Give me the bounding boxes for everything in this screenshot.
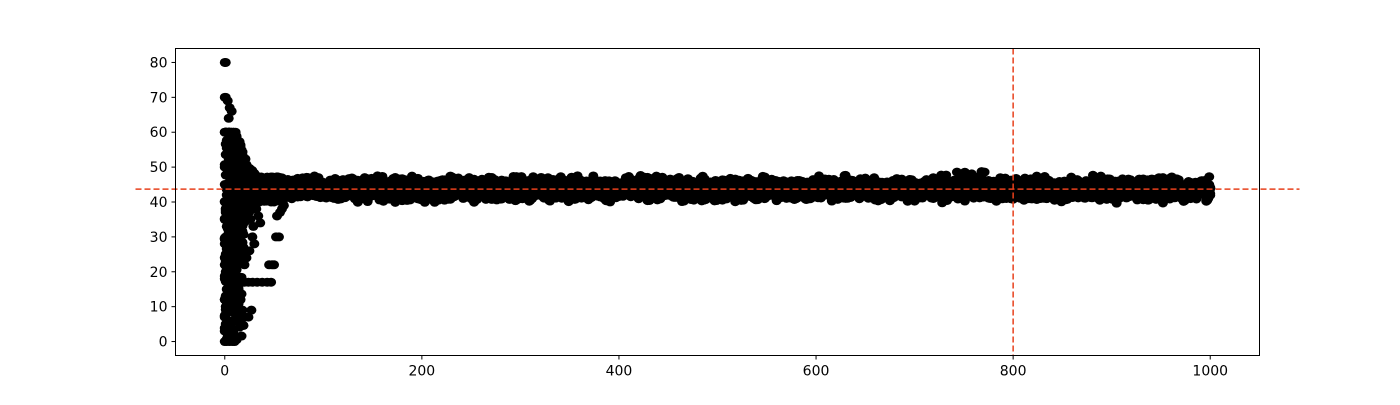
- data-point: [226, 106, 237, 116]
- data-point: [979, 167, 990, 177]
- data-point: [232, 259, 243, 269]
- data-point: [234, 142, 245, 152]
- data-point: [241, 174, 252, 184]
- data-point: [220, 139, 231, 149]
- data-point: [246, 305, 257, 315]
- data-point: [253, 196, 264, 206]
- data-point: [273, 232, 284, 242]
- data-point: [266, 277, 277, 287]
- data-point: [224, 259, 235, 269]
- data-point: [222, 271, 233, 281]
- data-point: [238, 320, 249, 330]
- data-point: [230, 129, 241, 139]
- data-point: [238, 205, 249, 215]
- data-point: [230, 178, 241, 188]
- data-point: [226, 199, 237, 209]
- data-point: [222, 96, 233, 106]
- data-point: [221, 334, 232, 344]
- data-point: [220, 150, 231, 160]
- data-point: [228, 325, 239, 335]
- data-point: [245, 164, 256, 174]
- data-point: [269, 260, 280, 270]
- data-point: [227, 291, 238, 301]
- data-point: [255, 218, 266, 228]
- data-point: [253, 211, 264, 221]
- data-point: [228, 153, 239, 163]
- data-point: [236, 272, 247, 282]
- data-point: [229, 241, 240, 251]
- data-point: [249, 239, 260, 249]
- data-point: [236, 331, 247, 341]
- data-point: [220, 57, 231, 67]
- data-point: [233, 312, 244, 322]
- data-point: [220, 127, 231, 137]
- data-point: [237, 226, 248, 236]
- data-point: [251, 189, 262, 199]
- data-point: [231, 188, 242, 198]
- data-point: [223, 113, 234, 123]
- data-point: [266, 178, 277, 188]
- data-points: [219, 57, 1216, 347]
- data-point: [227, 251, 238, 261]
- data-point: [247, 232, 258, 242]
- data-point: [219, 310, 230, 320]
- data-point: [228, 167, 239, 177]
- data-point: [251, 173, 262, 183]
